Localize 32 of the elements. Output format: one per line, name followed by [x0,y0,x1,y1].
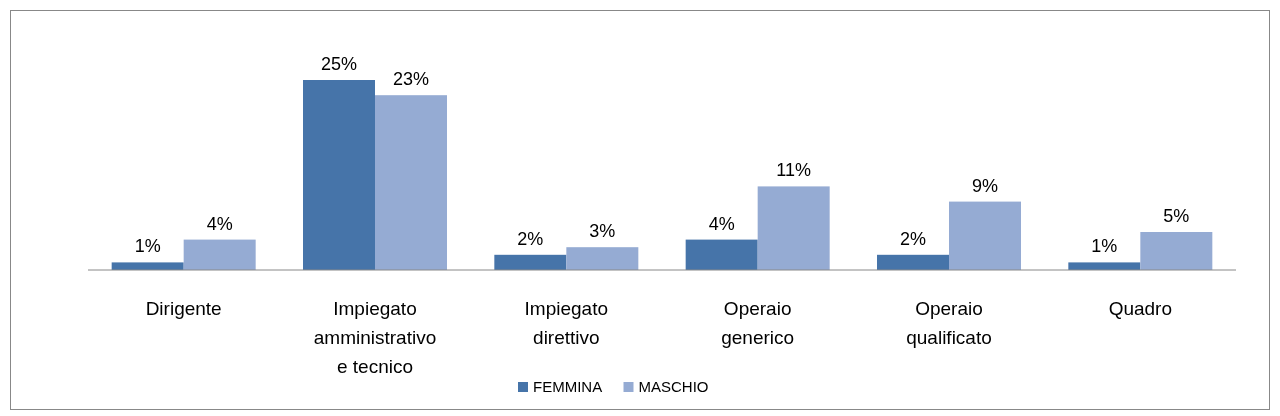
data-label: 9% [971,175,999,196]
x-tick-label: Impiegato direttivo [524,298,609,348]
data-label: 25% [320,54,358,74]
x-tick-label: Operaio qualificato [906,298,992,348]
bar [375,95,447,270]
x-tick-label: Impiegato amministrativo e tecnico [313,298,437,377]
bar [494,254,567,270]
bar [1068,262,1141,270]
bar [303,80,375,270]
bar [111,262,184,270]
data-label: 1% [1091,236,1118,257]
data-label: 4% [206,213,233,234]
bar [566,247,639,270]
x-tick-label: Quadro [1108,298,1173,319]
legend-label: MASCHIO [638,378,709,395]
x-tick-label: Operaio generico [721,298,795,348]
bar [685,239,758,270]
data-label: 4% [708,213,735,234]
data-label: 1% [134,236,161,257]
bar [757,186,830,270]
data-label: 11% [776,160,812,181]
bar [1140,232,1213,270]
data-label: 3% [589,221,616,242]
data-label: 2% [899,228,927,249]
data-label: 2% [517,228,544,249]
bar [877,254,949,270]
data-label: 23% [392,69,430,90]
legend-label: FEMMINA [533,378,603,395]
bar [183,239,256,270]
bar [949,201,1021,270]
data-label: 5% [1163,206,1190,226]
x-tick-label: Dirigente [145,298,222,319]
